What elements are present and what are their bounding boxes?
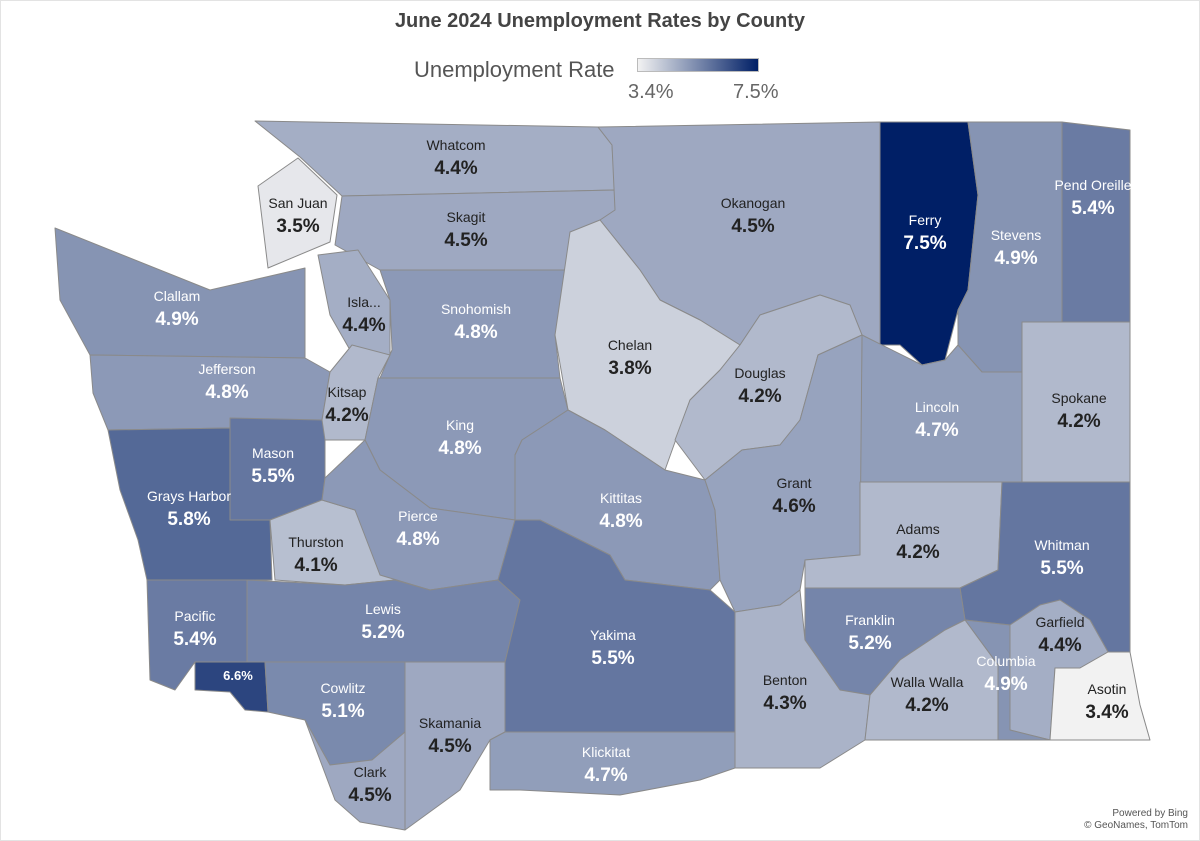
county-name-thurston: Thurston [288, 534, 343, 550]
county-name-klickitat: Klickitat [582, 744, 630, 760]
county-rate-yakima: 5.5% [591, 648, 634, 669]
county-name-adams: Adams [896, 521, 940, 537]
county-name-garfield: Garfield [1035, 614, 1084, 630]
county-name-grays-harbor: Grays Harbor [147, 488, 231, 504]
county-name-cowlitz: Cowlitz [320, 680, 365, 696]
county-name-whatcom: Whatcom [426, 137, 485, 153]
county-rate-clark: 4.5% [348, 785, 391, 806]
county-name-benton: Benton [763, 672, 807, 688]
county-name-spokane: Spokane [1051, 390, 1106, 406]
county-rate-chelan: 3.8% [608, 358, 651, 379]
legend-gradient-bar [637, 58, 759, 72]
county-rate-lewis: 5.2% [361, 622, 404, 643]
county-clark[interactable] [304, 719, 406, 831]
county-rate-ferry: 7.5% [903, 233, 946, 254]
county-name-columbia: Columbia [976, 653, 1035, 669]
county-rate-wahkiakum: 6.6% [223, 668, 253, 683]
map-attribution: Powered by Bing © GeoNames, TomTom [1084, 808, 1188, 832]
county-name-snohomish: Snohomish [441, 301, 511, 317]
county-rate-klickitat: 4.7% [584, 765, 627, 786]
county-rate-skagit: 4.5% [444, 230, 487, 251]
map-title: June 2024 Unemployment Rates by County [394, 10, 806, 32]
county-rate-douglas: 4.2% [738, 386, 781, 407]
county-name-skamania: Skamania [419, 715, 481, 731]
county-name-clallam: Clallam [154, 288, 201, 304]
county-name-mason: Mason [252, 445, 294, 461]
county-asotin[interactable] [1049, 651, 1151, 741]
county-rate-kittitas: 4.8% [599, 511, 642, 532]
county-rate-thurston: 4.1% [294, 555, 337, 576]
county-name-king: King [446, 417, 474, 433]
county-name-lincoln: Lincoln [915, 399, 959, 415]
county-name-walla-walla: Walla Walla [891, 674, 964, 690]
county-pend-oreille[interactable] [1061, 121, 1131, 323]
county-rate-okanogan: 4.5% [731, 216, 774, 237]
county-rate-isla: 4.4% [342, 315, 385, 336]
county-rate-pend-oreille: 5.4% [1071, 198, 1114, 219]
county-name-stevens: Stevens [991, 227, 1042, 243]
attribution-powered-by: Powered by Bing [1112, 808, 1188, 819]
county-rate-grays-harbor: 5.8% [167, 509, 210, 530]
county-name-okanogan: Okanogan [721, 195, 786, 211]
county-name-ferry: Ferry [909, 212, 942, 228]
county-rate-garfield: 4.4% [1038, 635, 1081, 656]
county-rate-king: 4.8% [438, 438, 481, 459]
legend-max-label: 7.5% [733, 81, 779, 103]
county-name-lewis: Lewis [365, 601, 401, 617]
county-name-skagit: Skagit [447, 209, 486, 225]
county-rate-lincoln: 4.7% [915, 420, 958, 441]
county-rate-jefferson: 4.8% [205, 382, 248, 403]
county-name-asotin: Asotin [1088, 681, 1127, 697]
county-rate-san-juan: 3.5% [276, 216, 319, 237]
county-rate-mason: 5.5% [251, 466, 294, 487]
county-rate-cowlitz: 5.1% [321, 701, 364, 722]
county-rate-columbia: 4.9% [984, 674, 1027, 695]
county-name-yakima: Yakima [590, 627, 636, 643]
county-name-chelan: Chelan [608, 337, 652, 353]
legend-min-label: 3.4% [628, 81, 674, 103]
legend-label: Unemployment Rate [414, 57, 615, 82]
county-rate-whatcom: 4.4% [434, 158, 477, 179]
county-name-kitsap: Kitsap [328, 384, 367, 400]
county-san-juan[interactable] [257, 157, 338, 269]
county-rate-snohomish: 4.8% [454, 322, 497, 343]
county-klickitat[interactable] [489, 731, 736, 796]
county-name-jefferson: Jefferson [198, 361, 255, 377]
county-rate-franklin: 5.2% [848, 633, 891, 654]
county-rate-asotin: 3.4% [1085, 702, 1128, 723]
county-rate-benton: 4.3% [763, 693, 806, 714]
county-rate-pacific: 5.4% [173, 629, 216, 650]
county-walla-walla[interactable] [864, 619, 999, 741]
county-name-pend-oreille: Pend Oreille [1054, 177, 1131, 193]
county-name-grant: Grant [776, 475, 811, 491]
county-name-isla: Isla... [347, 294, 380, 310]
county-rate-whitman: 5.5% [1040, 558, 1083, 579]
county-name-kittitas: Kittitas [600, 490, 642, 506]
county-lewis[interactable] [246, 579, 521, 663]
county-rate-adams: 4.2% [896, 542, 939, 563]
attribution-copyright: © GeoNames, TomTom [1084, 820, 1188, 831]
county-name-pierce: Pierce [398, 508, 438, 524]
county-benton[interactable] [734, 589, 871, 769]
county-rate-pierce: 4.8% [396, 529, 439, 550]
county-name-douglas: Douglas [734, 365, 785, 381]
county-rate-kitsap: 4.2% [325, 405, 368, 426]
county-rate-stevens: 4.9% [994, 248, 1037, 269]
county-name-san-juan: San Juan [268, 195, 327, 211]
county-rate-clallam: 4.9% [155, 309, 198, 330]
county-name-whitman: Whitman [1034, 537, 1089, 553]
county-rate-spokane: 4.2% [1057, 411, 1100, 432]
county-rate-skamania: 4.5% [428, 736, 471, 757]
county-name-franklin: Franklin [845, 612, 895, 628]
county-name-pacific: Pacific [174, 608, 215, 624]
county-rate-walla-walla: 4.2% [905, 695, 948, 716]
county-grays-harbor[interactable] [107, 427, 273, 581]
county-rate-grant: 4.6% [772, 496, 815, 517]
county-name-clark: Clark [354, 764, 388, 780]
